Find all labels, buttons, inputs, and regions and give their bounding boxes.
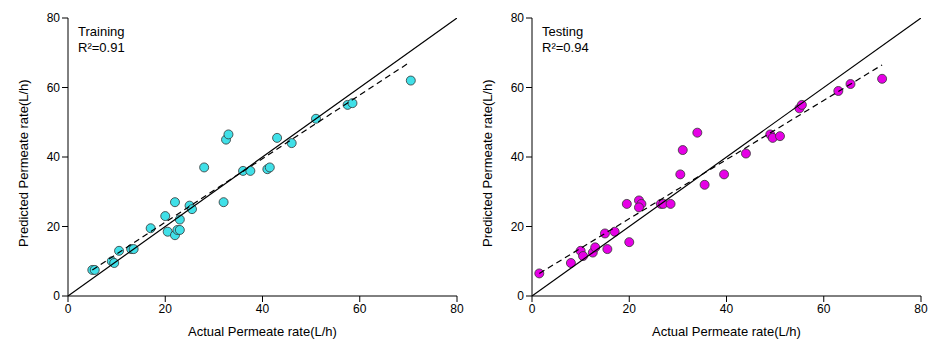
svg-text:60: 60 [511, 81, 525, 95]
svg-text:60: 60 [817, 302, 831, 316]
svg-text:20: 20 [511, 220, 525, 234]
svg-text:Actual Permeate rate(L/h): Actual Permeate rate(L/h) [188, 324, 337, 339]
html-text:Testing: Testing [542, 24, 584, 39]
html-text:R²=0.94: R²=0.94 [542, 40, 589, 55]
svg-text:0: 0 [53, 289, 60, 303]
svg-text:0: 0 [529, 302, 536, 316]
svg-text:60: 60 [47, 81, 61, 95]
svg-text:0: 0 [65, 302, 72, 316]
html-text:R²=0.91: R²=0.91 [78, 40, 125, 55]
svg-text:40: 40 [720, 302, 734, 316]
svg-text:0: 0 [517, 289, 524, 303]
svg-text:Predicted Permeate rate(L/h): Predicted Permeate rate(L/h) [16, 79, 31, 247]
svg-text:20: 20 [623, 302, 637, 316]
svg-text:40: 40 [511, 150, 525, 164]
svg-text:80: 80 [450, 302, 464, 316]
svg-text:Actual Permeate rate(L/h): Actual Permeate rate(L/h) [652, 324, 801, 339]
svg-text:Predicted Permeate rate(L/h): Predicted Permeate rate(L/h) [480, 79, 495, 247]
svg-text:80: 80 [914, 302, 928, 316]
svg-text:40: 40 [47, 150, 61, 164]
html-text:Training: Training [78, 24, 125, 39]
svg-text:20: 20 [47, 220, 61, 234]
svg-text:40: 40 [256, 302, 270, 316]
svg-text:80: 80 [511, 11, 525, 25]
svg-text:20: 20 [159, 302, 173, 316]
svg-text:80: 80 [47, 11, 61, 25]
svg-text:60: 60 [353, 302, 367, 316]
